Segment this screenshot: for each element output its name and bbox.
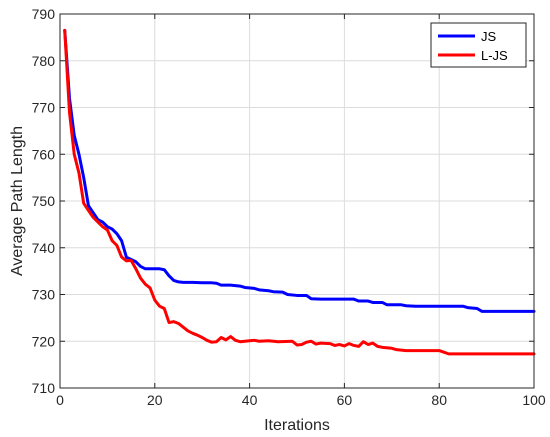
x-tick-label: 40 (242, 392, 258, 408)
plot-area (59, 13, 536, 389)
y-tick-label: 730 (32, 287, 56, 303)
y-tick-label: 790 (32, 6, 56, 22)
x-tick-label: 60 (337, 392, 353, 408)
y-tick-label: 740 (32, 240, 56, 256)
x-tick-label: 0 (56, 392, 64, 408)
legend-label-l-js: L-JS (481, 48, 508, 63)
x-tick-label: 100 (522, 392, 546, 408)
y-tick-label: 780 (32, 53, 56, 69)
legend-box (430, 22, 527, 68)
series-group (63, 28, 536, 356)
series-line-js (63, 28, 536, 313)
y-tick-label: 770 (32, 100, 56, 116)
x-tick-label: 80 (431, 392, 447, 408)
y-tick-label: 720 (32, 333, 56, 349)
y-axis-label: Average Path Length (9, 126, 26, 276)
x-tick-labels: 0 20 40 60 80 100 (56, 392, 546, 408)
legend: JS L-JS (430, 22, 527, 68)
y-tick-labels: 710 720 730 740 750 760 770 780 790 (32, 6, 56, 396)
grid (60, 14, 534, 388)
x-tick-label: 20 (147, 392, 163, 408)
y-tick-label: 710 (32, 380, 56, 396)
x-axis-label: Iterations (264, 417, 330, 434)
tick-marks (59, 13, 535, 389)
legend-label-js: JS (481, 29, 497, 44)
y-tick-label: 760 (32, 146, 56, 162)
y-tick-label: 750 (32, 193, 56, 209)
series-line-l-js (63, 28, 536, 356)
